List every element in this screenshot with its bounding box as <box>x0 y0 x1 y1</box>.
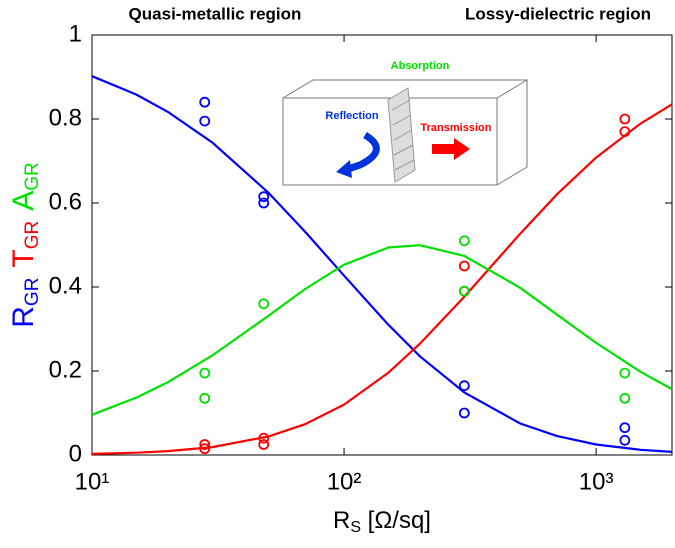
marker <box>458 407 470 419</box>
inset-label: Transmission <box>421 122 492 134</box>
y-tick-label: 0.2 <box>49 356 82 383</box>
y-tick-label: 0.6 <box>49 188 82 215</box>
y-label-sub: GR <box>22 162 43 191</box>
y-axis-label: RGRTGRAGR <box>7 162 43 328</box>
marker <box>199 443 211 455</box>
marker <box>199 367 211 379</box>
marker <box>258 298 270 310</box>
y-label-sub: GR <box>22 278 43 307</box>
marker <box>619 434 631 446</box>
y-label-part: A <box>7 191 40 211</box>
annotation: Lossy-dielectric region <box>465 4 651 23</box>
marker <box>458 235 470 247</box>
inset: Absorption Reflection Transmission <box>282 60 528 186</box>
y-tick-label: 0.4 <box>49 272 82 299</box>
marker <box>258 191 270 203</box>
marker <box>258 197 270 209</box>
marker <box>619 422 631 434</box>
x-tick-label: 10³ <box>579 468 614 495</box>
inset-label: Absorption <box>391 60 450 72</box>
x-label-part: [Ω/sq] <box>361 507 431 534</box>
graphene <box>391 99 415 171</box>
y-label-part: T <box>7 249 40 267</box>
transmission-arrow <box>432 144 454 154</box>
inset-label: Reflection <box>325 110 378 122</box>
curve <box>91 75 673 453</box>
y-label-sub: GR <box>22 221 43 250</box>
plot-frame <box>91 34 673 456</box>
marker <box>619 113 631 125</box>
curve <box>91 103 673 455</box>
marker <box>199 96 211 108</box>
marker <box>619 367 631 379</box>
transmission-arrow <box>454 138 470 160</box>
marker <box>199 439 211 450</box>
graphene <box>387 87 416 183</box>
x-axis-label: RS [Ω/sq] <box>333 507 431 536</box>
plot-area: 0 0.2 0.4 0.6 0.8 1 10¹ 10² 10³ <box>49 20 673 495</box>
y-label-part: R <box>7 306 40 328</box>
x-label-part: R <box>333 507 350 534</box>
inset-box <box>496 79 528 99</box>
reflection-arrow <box>343 131 380 174</box>
x-label-sub: S <box>350 519 361 536</box>
marker <box>458 260 470 272</box>
marker <box>258 439 270 450</box>
x-tick-label: 10² <box>327 468 362 495</box>
marker <box>619 392 631 404</box>
x-tick-label: 10¹ <box>75 468 110 495</box>
marker <box>199 392 211 404</box>
curve <box>91 244 673 416</box>
y-tick-label: 0 <box>69 440 82 467</box>
marker <box>258 432 270 444</box>
reflection-arrow <box>336 160 352 178</box>
marker <box>458 380 470 392</box>
marker <box>458 285 470 297</box>
y-tick-label: 0.8 <box>49 104 82 131</box>
marker <box>199 115 211 127</box>
annotation: Quasi-metallic region <box>129 4 302 23</box>
y-tick-label: 1 <box>69 20 82 47</box>
marker <box>619 126 631 138</box>
